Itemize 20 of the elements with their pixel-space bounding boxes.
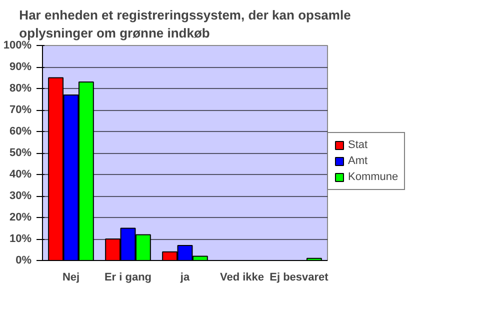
legend-label: Amt <box>348 155 368 167</box>
y-tick-label: 100% <box>3 40 32 52</box>
y-tick-label: 10% <box>9 233 32 245</box>
x-tick-label: Er i gang <box>104 272 152 284</box>
y-tick-label: 70% <box>9 104 32 116</box>
y-tick-label: 40% <box>9 168 32 180</box>
legend-label: Kommune <box>348 171 398 183</box>
legend-label: Stat <box>348 139 368 151</box>
x-tick-label: Ved ikke <box>220 272 264 284</box>
y-tick-label: 50% <box>9 147 32 159</box>
y-tick-label: 60% <box>9 126 32 138</box>
chart-title: Har enheden et registreringssystem, der kan opsamle oplysninger om grønne indkøb <box>19 8 351 40</box>
x-tick-label: ja <box>179 272 190 284</box>
x-tick-label: Nej <box>62 272 80 284</box>
y-tick-label: 80% <box>9 82 32 94</box>
y-tick-label: 20% <box>9 212 32 224</box>
y-tick-label: 90% <box>9 61 32 73</box>
y-tick-label: 0% <box>16 254 32 266</box>
y-tick-label: 30% <box>9 190 32 202</box>
x-tick-label: Ej besvaret <box>270 272 329 284</box>
